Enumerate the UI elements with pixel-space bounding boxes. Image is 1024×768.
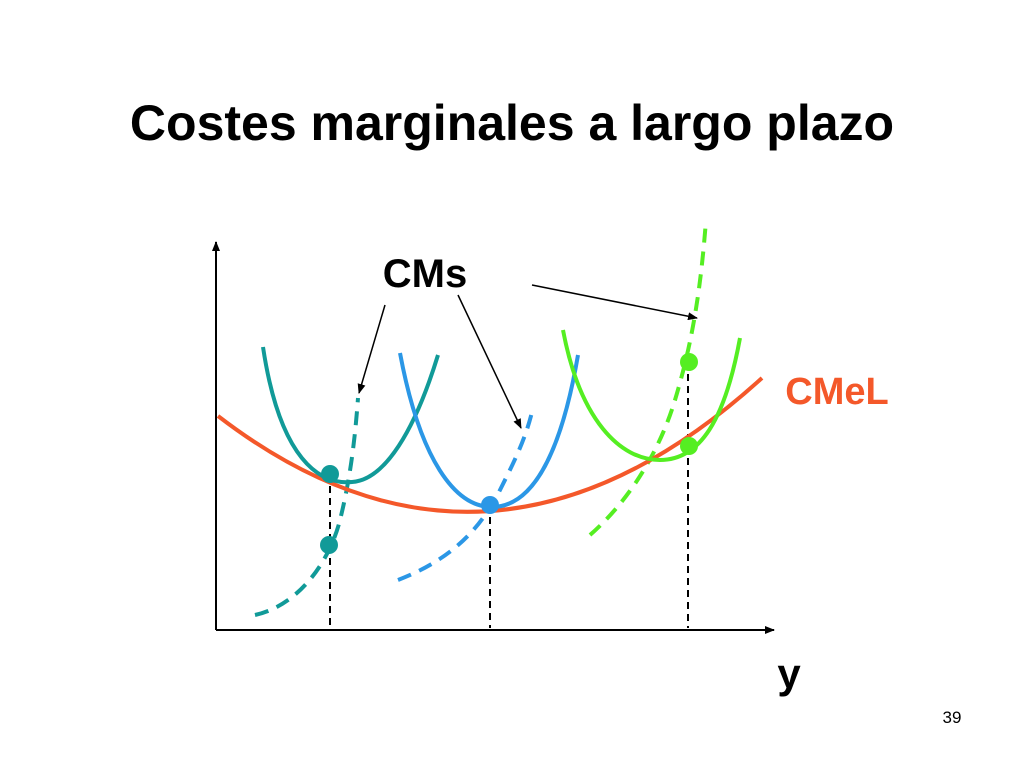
average-cost-curve	[561, 329, 742, 463]
point	[680, 353, 698, 371]
page-number: 39	[943, 708, 962, 727]
point	[680, 437, 698, 455]
average-cost-label: CMeL	[785, 371, 888, 413]
annotation-arrow	[457, 294, 522, 429]
annotation-arrow	[531, 284, 698, 321]
point	[481, 496, 499, 514]
point	[321, 465, 339, 483]
slide-title: Costes marginales a largo plazo	[130, 95, 894, 151]
x-axis-label: y	[777, 650, 801, 697]
marginal-cost-curve	[254, 397, 360, 617]
annotation-arrows	[357, 284, 698, 429]
annotation-arrow	[357, 304, 386, 394]
point	[320, 536, 338, 554]
marginal-cost-curve	[588, 219, 708, 537]
marginal-cost-label: CMs	[383, 252, 467, 296]
points	[320, 353, 698, 554]
marginal-cost-curve	[397, 411, 534, 582]
marginal-cost-curves	[254, 219, 708, 617]
